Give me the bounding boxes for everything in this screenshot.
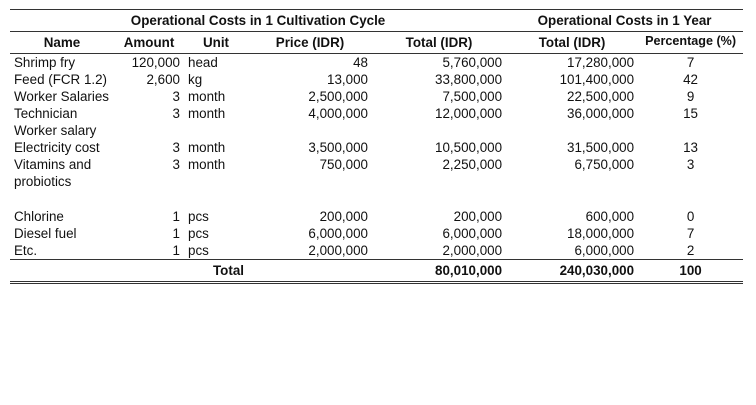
cell-total-year: 22,500,000 — [567, 89, 635, 104]
cell-percentage: 9 — [686, 89, 695, 104]
cost-table-container: Operational Costs in 1 Cultivation Cycle… — [10, 9, 744, 284]
cell-price: 4,000,000 — [308, 106, 368, 121]
cell-price: 13,000 — [327, 72, 368, 87]
cell-name: Technician Worker salary — [14, 106, 97, 138]
cell-total-cycle: 2,250,000 — [442, 157, 503, 172]
cell-unit: month — [188, 157, 226, 172]
cell-total-year: 600,000 — [585, 209, 635, 224]
col-header-total-year: Total (IDR) — [506, 31, 639, 54]
cell-price: 48 — [353, 55, 368, 70]
cell-price: 750,000 — [319, 157, 368, 172]
cell-total-cycle: 6,000,000 — [442, 226, 503, 241]
cell-amount: 3 — [172, 89, 180, 104]
cell-unit: pcs — [188, 226, 209, 241]
total-empty-cell — [248, 259, 372, 284]
cell-name: Diesel fuel — [14, 226, 77, 241]
cell-name: Worker Salaries — [14, 89, 110, 104]
col-header-total-cycle: Total (IDR) — [372, 31, 507, 54]
cell-unit: month — [188, 106, 226, 121]
cell-name: Electricity cost — [14, 140, 100, 155]
cell-name: Feed (FCR 1.2) — [14, 72, 108, 87]
spacer-row — [10, 190, 743, 208]
cell-amount: 2,600 — [146, 72, 180, 87]
total-empty-cell — [10, 259, 114, 284]
cell-unit: pcs — [188, 209, 209, 224]
table-row: Feed (FCR 1.2) 2,600 kg 13,000 33,800,00… — [10, 71, 743, 88]
cell-price: 2,000,000 — [308, 243, 368, 258]
cell-total-cycle: 10,500,000 — [435, 140, 503, 155]
cell-amount: 1 — [172, 243, 180, 258]
total-year-value: 240,030,000 — [506, 259, 639, 284]
group-header-cycle: Operational Costs in 1 Cultivation Cycle — [10, 9, 507, 32]
col-header-price: Price (IDR) — [248, 31, 372, 54]
cell-price: 2,500,000 — [308, 89, 368, 104]
cell-name: Vitamins and probiotics — [14, 157, 92, 189]
cell-total-year: 17,280,000 — [567, 55, 635, 70]
cell-total-cycle: 7,500,000 — [442, 89, 503, 104]
cell-percentage: 42 — [683, 72, 699, 87]
cell-name: Chlorine — [14, 209, 64, 224]
cell-price: 3,500,000 — [308, 140, 368, 155]
table-row: Etc. 1 pcs 2,000,000 2,000,000 6,000,000… — [10, 242, 743, 260]
cell-total-cycle: 2,000,000 — [442, 243, 503, 258]
table-row: Diesel fuel 1 pcs 6,000,000 6,000,000 18… — [10, 225, 743, 242]
cell-percentage: 7 — [686, 55, 695, 70]
cell-unit: month — [188, 89, 226, 104]
cell-unit: head — [188, 55, 218, 70]
cell-total-year: 36,000,000 — [567, 106, 635, 121]
cell-percentage: 7 — [686, 226, 695, 241]
cell-total-year: 6,750,000 — [574, 157, 635, 172]
cell-unit: month — [188, 140, 226, 155]
cell-percentage: 2 — [686, 243, 695, 258]
table-row: Chlorine 1 pcs 200,000 200,000 600,000 0 — [10, 208, 743, 225]
cell-amount: 3 — [172, 157, 180, 172]
spacer-cell — [10, 190, 743, 208]
cell-amount: 3 — [172, 106, 180, 121]
table-row: Worker Salaries 3 month 2,500,000 7,500,… — [10, 88, 743, 105]
col-header-unit: Unit — [184, 31, 248, 54]
cell-total-cycle: 12,000,000 — [435, 106, 503, 121]
cell-name: Shrimp fry — [14, 55, 76, 70]
total-percentage-value: 100 — [638, 259, 744, 284]
total-label: Total — [114, 259, 248, 284]
cell-percentage: 0 — [686, 209, 695, 224]
cell-amount: 1 — [172, 209, 180, 224]
cell-amount: 1 — [172, 226, 180, 241]
cell-total-cycle: 5,760,000 — [442, 55, 503, 70]
cell-name: Etc. — [14, 243, 38, 258]
cell-total-year: 101,400,000 — [559, 72, 635, 87]
cell-unit: pcs — [188, 243, 209, 258]
cell-total-year: 18,000,000 — [567, 226, 635, 241]
col-header-percentage: Percentage (%) — [638, 31, 744, 54]
cell-price: 200,000 — [319, 209, 368, 224]
table-row: Vitamins and probiotics 3 month 750,000 … — [10, 156, 743, 190]
total-cycle-value: 80,010,000 — [372, 259, 507, 284]
cell-percentage: 15 — [683, 106, 699, 121]
cell-total-cycle: 33,800,000 — [435, 72, 503, 87]
cell-price: 6,000,000 — [308, 226, 368, 241]
cell-percentage: 13 — [683, 140, 699, 155]
cell-total-year: 31,500,000 — [567, 140, 635, 155]
cell-unit: kg — [188, 72, 203, 87]
operational-cost-table: Operational Costs in 1 Cultivation Cycle… — [10, 9, 744, 284]
total-row: Total 80,010,000 240,030,000 100 — [10, 259, 744, 284]
group-header-row: Operational Costs in 1 Cultivation Cycle… — [10, 9, 744, 32]
cell-amount: 3 — [172, 140, 180, 155]
table-row: Technician Worker salary 3 month 4,000,0… — [10, 105, 743, 139]
table-row: Shrimp fry 120,000 head 48 5,760,000 17,… — [10, 54, 743, 72]
col-header-name: Name — [10, 31, 114, 54]
table-row: Electricity cost 3 month 3,500,000 10,50… — [10, 139, 743, 156]
cell-amount: 120,000 — [131, 55, 180, 70]
cell-percentage: 3 — [686, 157, 695, 172]
cell-total-cycle: 200,000 — [453, 209, 503, 224]
cell-total-year: 6,000,000 — [574, 243, 635, 258]
group-header-year: Operational Costs in 1 Year — [506, 9, 744, 32]
col-header-amount: Amount — [114, 31, 184, 54]
column-header-row: Name Amount Unit Price (IDR) Total (IDR)… — [10, 31, 744, 54]
